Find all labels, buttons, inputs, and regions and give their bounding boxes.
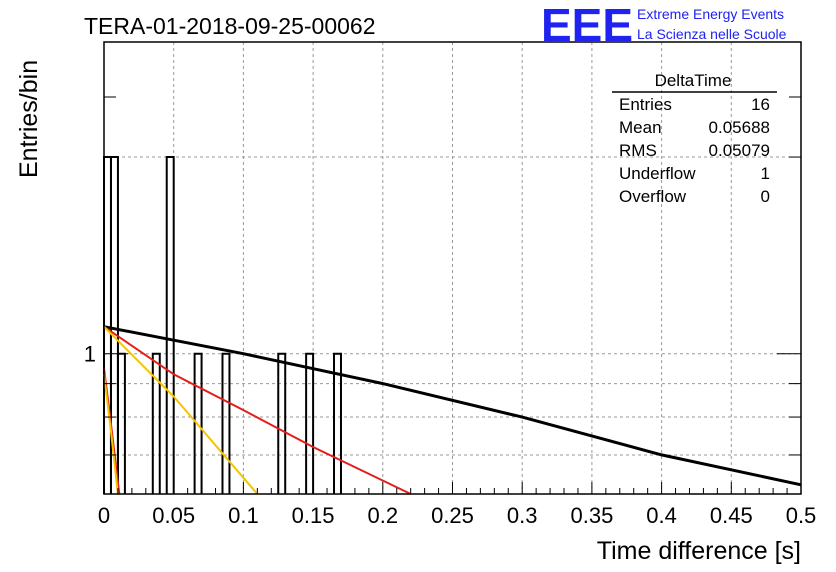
run-title: TERA-01-2018-09-25-00062 xyxy=(84,13,376,39)
logo-line2: La Scienza nelle Scuole xyxy=(637,26,787,42)
stats-label: Overflow xyxy=(619,187,687,206)
histogram-bin xyxy=(277,352,287,494)
stats-title: DeltaTime xyxy=(655,71,732,90)
x-axis-label: Time difference [s] xyxy=(597,537,801,565)
stats-value: 0.05688 xyxy=(709,118,770,137)
eee-logo: EEE xyxy=(541,0,633,51)
x-tick-label: 0 xyxy=(98,503,110,528)
stats-label: Entries xyxy=(619,95,672,114)
stats-label: Mean xyxy=(619,118,662,137)
stats-value: 0.05079 xyxy=(709,141,770,160)
histogram-bin xyxy=(165,156,175,494)
stats-label: Underflow xyxy=(619,164,696,183)
plot-area: 0 0.05 0.1 0.15 0.2 0.25 0.3 0.35 0.4 0.45 0.5 1 xyxy=(84,41,817,528)
histogram-bin xyxy=(221,352,231,494)
histogram-bin xyxy=(305,352,315,494)
y-axis-label: Entries/bin xyxy=(15,60,43,178)
histogram-bin xyxy=(193,352,203,494)
stats-value: 1 xyxy=(761,164,770,183)
stats-value: 16 xyxy=(751,95,770,114)
stats-label: RMS xyxy=(619,141,657,160)
x-tick-label: 0.1 xyxy=(228,503,259,528)
x-tick-label: 0.4 xyxy=(646,503,677,528)
stats-value: 0 xyxy=(761,187,770,206)
fit-curve-black xyxy=(103,325,802,487)
x-tick-label: 0.2 xyxy=(368,503,399,528)
logo-line1: Extreme Energy Events xyxy=(637,6,784,22)
histogram-bin xyxy=(116,352,126,494)
x-tick-label: 0.15 xyxy=(292,503,335,528)
x-tick-label: 0.5 xyxy=(786,503,817,528)
histogram-bin xyxy=(333,352,342,494)
x-tick-label: 0.05 xyxy=(152,503,195,528)
histogram-bin xyxy=(151,352,161,494)
x-tick-label: 0.45 xyxy=(710,503,753,528)
y-tick-label: 1 xyxy=(84,342,96,367)
fit-curve-yellow xyxy=(103,374,119,495)
stats-box: DeltaTime Entries 16 Mean 0.05688 RMS 0.05079… xyxy=(612,71,777,206)
x-tick-label: 0.3 xyxy=(507,503,538,528)
fit-curve-yellow xyxy=(103,325,259,495)
x-tick-label: 0.25 xyxy=(431,503,474,528)
x-tick-label: 0.35 xyxy=(570,503,613,528)
fit-curve-red xyxy=(103,325,412,495)
